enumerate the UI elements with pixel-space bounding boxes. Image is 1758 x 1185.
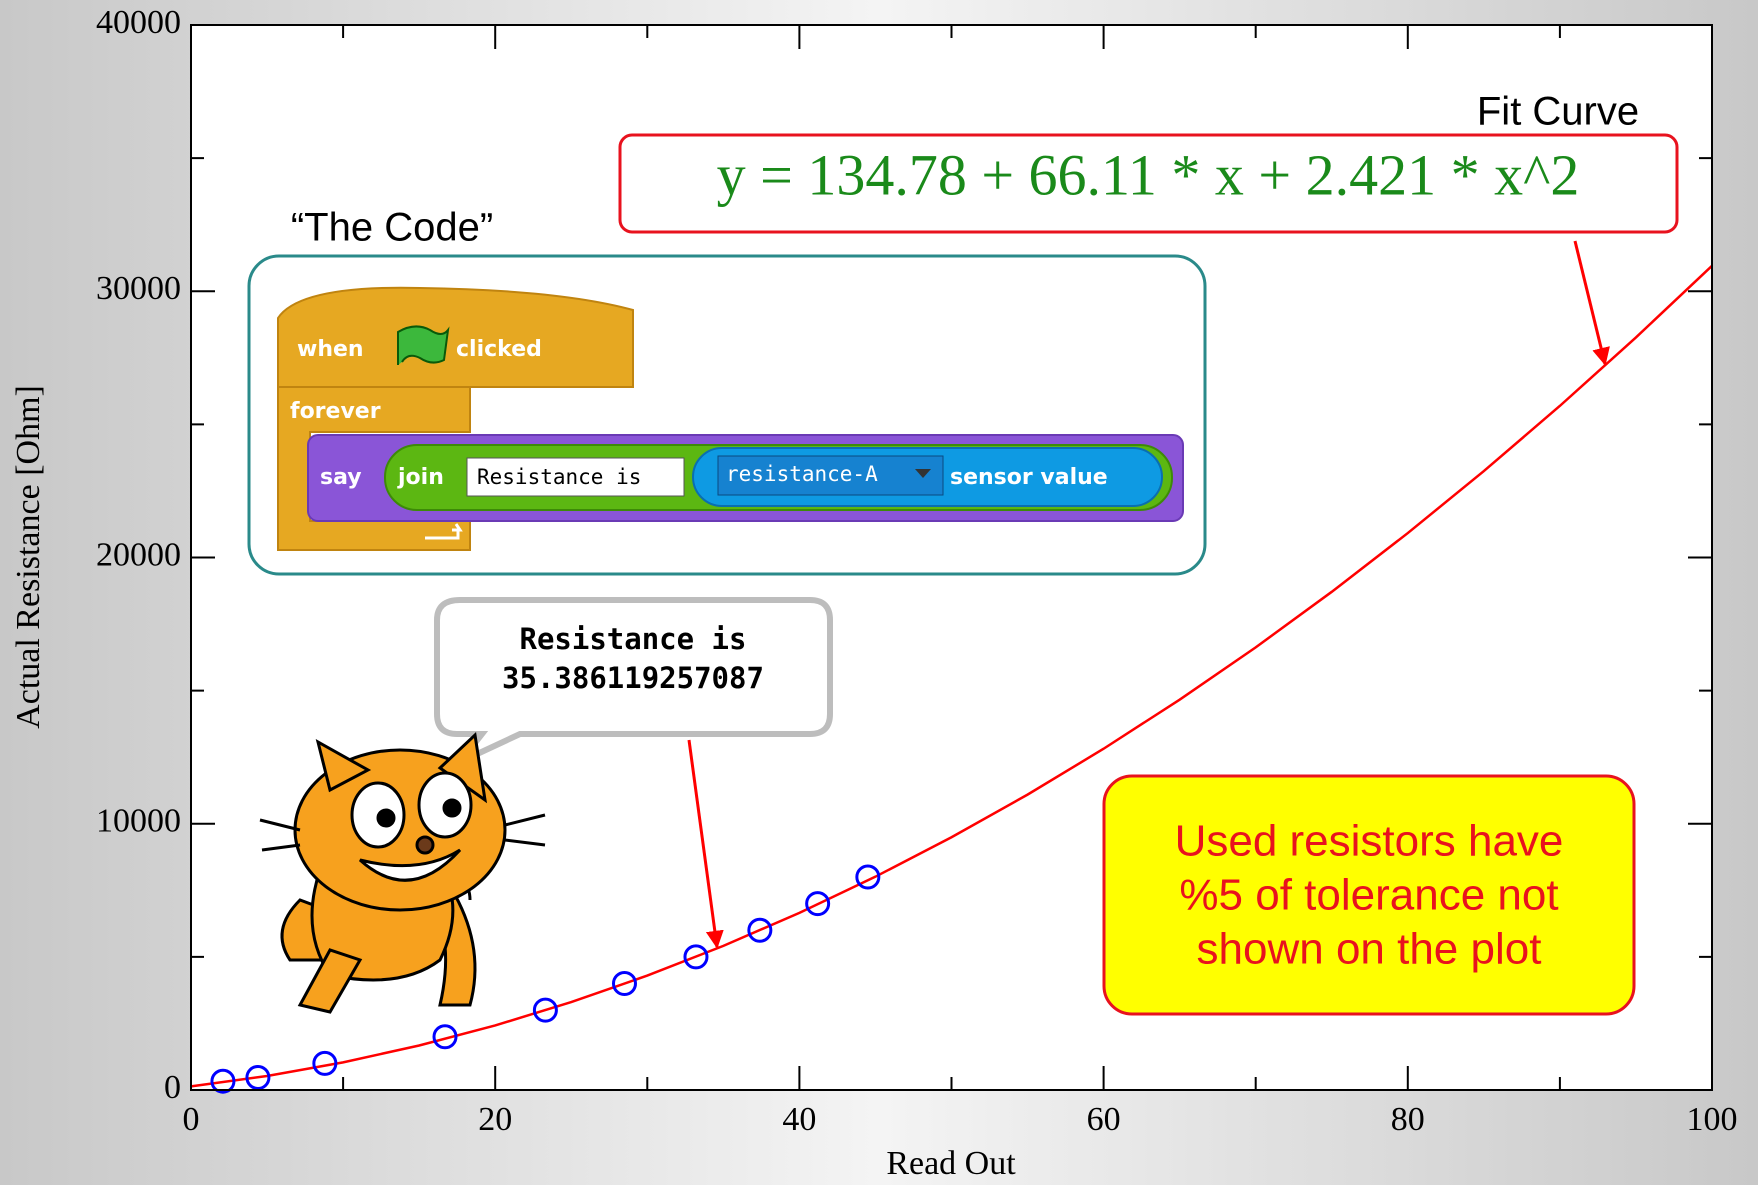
y-tick-label: 0 — [164, 1069, 181, 1106]
speech-text: Resistance is — [520, 622, 747, 656]
x-tick-label: 80 — [1391, 1101, 1425, 1138]
note-text: Used resistors have — [1175, 817, 1564, 866]
x-tick-label: 0 — [183, 1101, 200, 1138]
chart: 0 20 40 60 80 100 0 10000 20000 30000 40000 Actual… — [0, 0, 1758, 1185]
x-tick-label: 100 — [1687, 1101, 1738, 1138]
x-tick-label: 40 — [782, 1101, 816, 1138]
dropdown-text: resistance-A — [726, 462, 878, 486]
block-text: when — [297, 337, 364, 362]
y-tick-label: 30000 — [96, 270, 181, 307]
block-text: say — [320, 465, 362, 490]
x-tick-label: 20 — [478, 1101, 512, 1138]
input-text: Resistance is — [477, 465, 641, 489]
speech-text: 35.386119257087 — [502, 661, 764, 695]
block-text: sensor value — [950, 465, 1108, 490]
x-axis-title: Read Out — [886, 1145, 1016, 1182]
x-tick-label: 60 — [1087, 1101, 1121, 1138]
y-axis-title: Actual Resistance [Ohm] — [10, 385, 47, 729]
fit-label: Fit Curve — [1477, 90, 1639, 134]
note-text: shown on the plot — [1197, 925, 1542, 974]
block-text: forever — [290, 399, 381, 424]
y-tick-label: 20000 — [96, 536, 181, 573]
block-text: clicked — [456, 337, 542, 362]
equation: y = 134.78 + 66.11 * x + 2.421 * x^2 — [717, 142, 1580, 207]
note-text: %5 of tolerance not — [1179, 871, 1558, 920]
block-text: join — [397, 465, 444, 490]
y-tick-label: 40000 — [96, 4, 181, 41]
code-label: “The Code” — [291, 206, 493, 250]
y-tick-label: 10000 — [96, 803, 181, 840]
